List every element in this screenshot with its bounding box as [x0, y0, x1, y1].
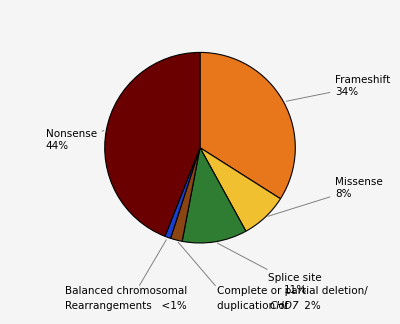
- Text: Nonsense
44%: Nonsense 44%: [46, 129, 104, 151]
- Wedge shape: [182, 148, 246, 243]
- Wedge shape: [200, 148, 280, 231]
- Text: Rearrangements   <1%: Rearrangements <1%: [65, 301, 186, 311]
- Text: Complete or partial deletion/: Complete or partial deletion/: [217, 286, 368, 296]
- Text: Balanced chromosomal: Balanced chromosomal: [65, 286, 187, 296]
- Wedge shape: [200, 52, 295, 199]
- Text: Missense
8%: Missense 8%: [268, 177, 383, 216]
- Wedge shape: [165, 148, 200, 238]
- Text: duplication of: duplication of: [217, 301, 292, 311]
- Text: Splice site
11%: Splice site 11%: [217, 243, 322, 295]
- Wedge shape: [105, 52, 200, 236]
- Text: CHD7: CHD7: [269, 301, 299, 311]
- Text: Frameshift
34%: Frameshift 34%: [286, 75, 390, 101]
- Text: 2%: 2%: [288, 301, 320, 311]
- Wedge shape: [170, 148, 200, 241]
